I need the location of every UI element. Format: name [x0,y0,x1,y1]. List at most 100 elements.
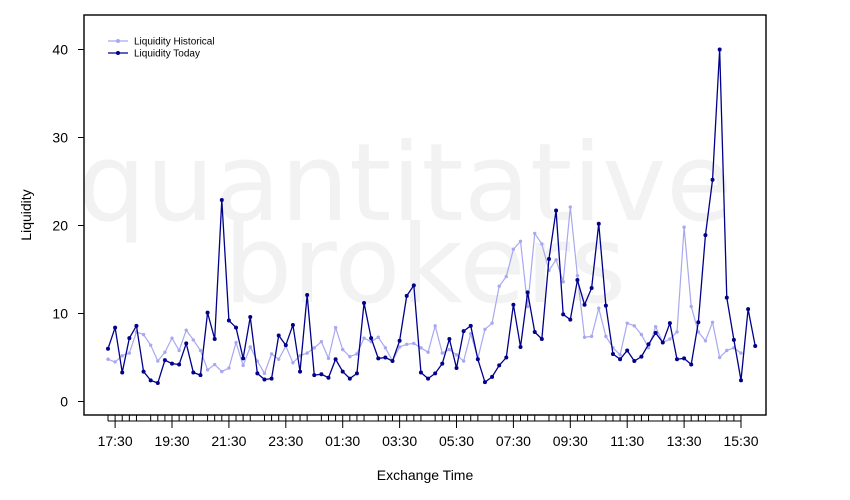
data-point-today [660,340,665,345]
data-point-today [354,371,359,376]
data-point-historical [717,355,722,360]
data-point-historical [511,247,516,251]
x-tick-label: 05:30 [439,433,474,449]
data-point-today [397,338,402,343]
data-point-today [703,233,708,238]
data-point-today [746,307,751,312]
data-point-today [290,322,295,327]
data-point-today [632,359,637,364]
data-point-historical [632,324,637,328]
data-point-today [177,362,182,367]
data-point-historical [376,335,380,339]
x-tick-label: 03:30 [382,433,417,449]
data-point-today [340,369,345,374]
y-tick-label-20: 20 [52,218,68,234]
x-tick-label: 15:30 [723,433,758,449]
data-point-today [418,370,423,375]
data-point-historical [675,330,679,334]
data-point-historical [262,371,267,376]
data-point-today [518,344,523,349]
data-point-historical [383,346,388,350]
data-point-historical [156,359,160,363]
data-point-historical [198,348,203,353]
y-tick-label-10: 10 [52,306,68,322]
data-point-historical [525,304,530,309]
data-point-historical [618,353,622,357]
x-tick-label: 23:30 [268,433,303,449]
data-point-today [646,342,651,347]
x-tick-label: 21:30 [211,433,246,449]
data-point-historical [689,304,693,309]
data-point-historical [561,280,565,284]
data-point-historical [397,345,402,349]
data-point-historical [405,342,409,346]
data-point-historical [575,273,580,278]
data-point-today [205,310,210,315]
data-point-today [241,356,246,361]
data-point-today [468,323,473,328]
data-point-today [283,343,288,348]
data-point-historical [241,363,245,368]
data-point-historical [227,366,231,370]
data-point-historical [426,350,430,354]
data-point-today [482,380,487,385]
data-point-today [162,358,167,363]
data-point-historical [440,351,444,355]
data-point-today [411,283,416,288]
data-point-today [404,293,409,298]
data-point-historical [703,339,708,343]
y-axis-title: Liquidity [18,189,34,240]
data-point-today [426,376,431,381]
x-axis-title: Exchange Time [377,467,474,483]
data-point-today [312,373,317,378]
data-point-historical [184,328,188,332]
data-point-today [383,355,388,360]
data-point-historical [497,284,501,288]
data-point-today [461,329,466,334]
data-point-historical [568,205,572,209]
data-point-historical [625,321,629,325]
data-point-historical [533,231,537,236]
data-point-historical [312,346,316,350]
data-point-today [539,337,544,342]
data-point-today [753,344,758,349]
legend-marker-historical [116,39,120,43]
legend-marker-today [116,51,120,55]
data-point-today [198,373,203,378]
x-tick-label: 19:30 [154,433,189,449]
data-point-today [731,337,736,342]
data-point-today [724,295,729,300]
legend-entry-today: Liquidity Today [108,49,200,60]
x-tick-label: 07:30 [496,433,531,449]
x-tick-label: 11:30 [610,433,644,449]
series-layer [106,47,758,386]
data-point-today [276,333,281,338]
data-point-historical [148,343,153,347]
data-point-today [212,337,217,342]
data-point-historical [341,347,345,352]
legend: Liquidity Historical Liquidity Today [108,37,215,60]
data-point-today [333,357,338,362]
data-point-today [234,325,239,330]
data-point-today [170,361,175,366]
data-point-historical [710,320,715,324]
data-point-today [440,361,445,366]
data-point-historical [170,336,174,340]
watermark-line-2: brokers [224,203,626,328]
data-point-today [618,357,623,362]
data-point-historical [106,357,110,361]
data-point-today [127,336,132,341]
data-point-today [184,341,189,346]
data-point-today [433,371,438,376]
data-point-historical [653,325,658,329]
data-point-historical [447,347,452,352]
data-point-today [376,356,381,361]
data-point-today [113,325,118,330]
data-point-today [625,348,630,353]
data-point-today [347,376,352,381]
data-point-today [546,256,551,261]
data-point-historical [333,325,338,330]
x-tick-label: 09:30 [553,433,588,449]
data-point-today [490,374,495,379]
